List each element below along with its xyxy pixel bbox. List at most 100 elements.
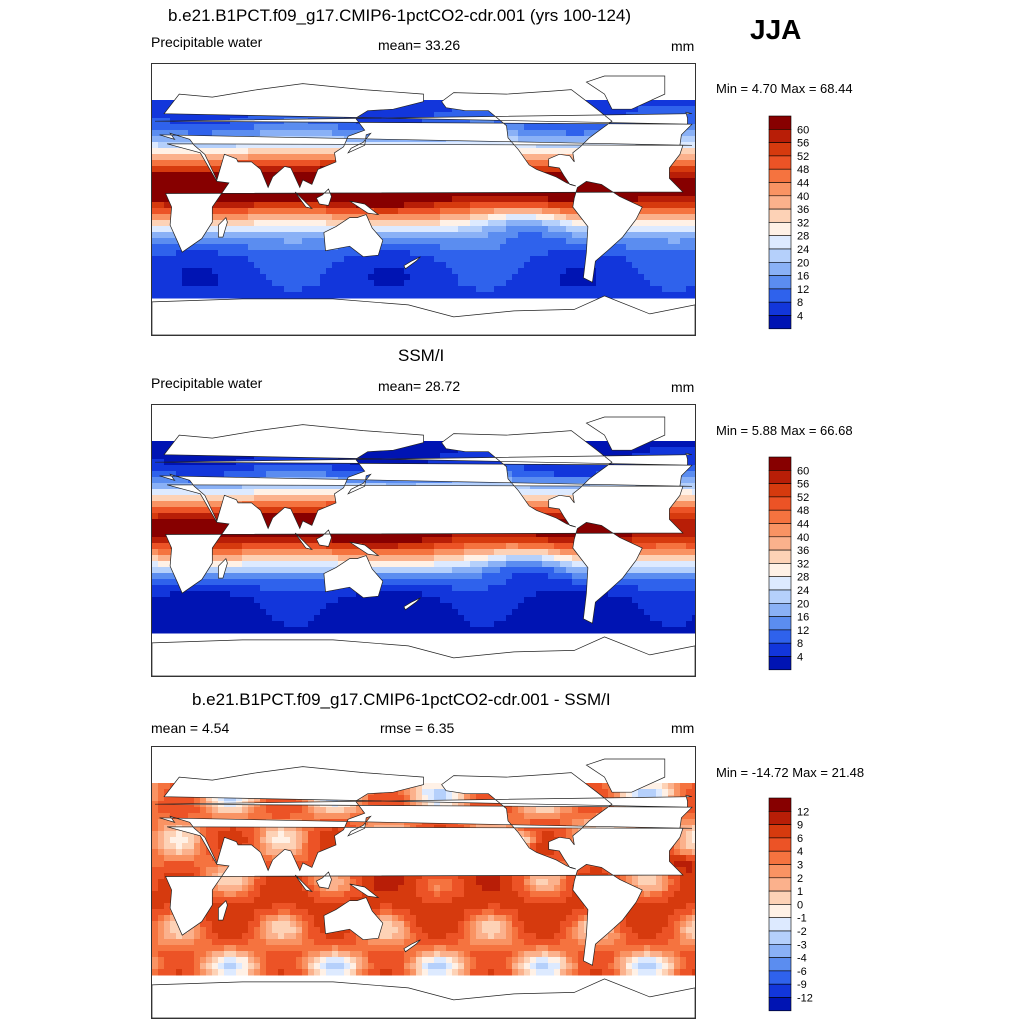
colorbar-label: 36 [797, 204, 809, 216]
colorbar-label: 12 [797, 284, 809, 296]
colorbar-label: 2 [797, 873, 803, 885]
colorbar-label: 32 [797, 558, 809, 570]
panel-1-title: b.e21.B1PCT.f09_g17.CMIP6-1pctCO2-cdr.00… [168, 6, 632, 25]
colorbar-box [768, 944, 792, 958]
colorbar-label: 32 [797, 217, 809, 229]
colorbar-label: 1 [797, 886, 803, 898]
colorbar-label: -6 [797, 966, 807, 978]
colorbar-box [768, 563, 792, 578]
field-shading [152, 441, 695, 634]
coastlines [152, 75, 695, 335]
colorbar-box [768, 603, 792, 617]
colorbar-label: 44 [797, 178, 809, 190]
colorbar-label: -9 [797, 979, 807, 991]
colorbar-box [768, 275, 792, 290]
colorbar-box [768, 115, 792, 130]
colorbar-box [768, 837, 792, 852]
colorbar-box [768, 642, 792, 657]
panel-2-title: SSM/I [398, 346, 445, 365]
colorbar-box [768, 142, 792, 157]
colorbar-box [768, 811, 792, 825]
colorbar-label: 4 [797, 652, 803, 664]
colorbar-box [768, 864, 792, 879]
colorbar-box [768, 957, 792, 972]
colorbar-box [768, 536, 792, 551]
colorbar-label: 56 [797, 479, 809, 491]
panel-1-variable: Precipitable water [151, 34, 263, 50]
field-shading [152, 783, 695, 976]
colorbar-label: 52 [797, 492, 809, 504]
colorbar-box [768, 523, 792, 538]
colorbar-box [768, 797, 792, 812]
colorbar-box [768, 629, 792, 644]
colorbar-box [768, 904, 792, 919]
colorbar-box [768, 262, 792, 276]
panel-3-rmse: rmse = 6.35 [380, 720, 455, 736]
colorbar-label: 16 [797, 612, 809, 624]
colorbar-box [768, 208, 792, 223]
colorbar-box [768, 997, 792, 1012]
field-shading [152, 100, 695, 299]
panel-3-mean: mean = 4.54 [151, 720, 230, 736]
colorbar-label: -4 [797, 953, 807, 965]
colorbar-box [768, 155, 792, 170]
colorbar-box [768, 549, 792, 564]
panel-3-minmax: Min = -14.72 Max = 21.48 [716, 765, 865, 780]
coastlines [152, 758, 695, 1018]
colorbar-label: 12 [797, 625, 809, 637]
panel-1-minmax: Min = 4.70 Max = 68.44 [716, 81, 853, 96]
panel-2-mean: mean= 28.72 [378, 378, 461, 394]
panel-2-map [151, 404, 696, 677]
coastlines [152, 416, 695, 676]
colorbar-label: 28 [797, 231, 809, 243]
colorbar-label: 12 [797, 806, 809, 818]
season-label: JJA [750, 14, 802, 45]
colorbar-box [768, 589, 792, 604]
colorbar-label: 8 [797, 638, 803, 650]
colorbar-label: 4 [797, 846, 803, 858]
panel-3-title: b.e21.B1PCT.f09_g17.CMIP6-1pctCO2-cdr.00… [192, 690, 611, 709]
colorbar-label: 40 [797, 191, 809, 203]
colorbar-box [768, 616, 792, 631]
colorbar-label: 9 [797, 820, 803, 832]
colorbar-box [768, 288, 792, 303]
colorbar-label: -3 [797, 939, 807, 951]
panel-2-variable: Precipitable water [151, 375, 263, 391]
colorbar-box [768, 129, 792, 143]
colorbar-box [768, 850, 792, 865]
panel-3-colorbar: 12 9 6 4 3 2 1 0 -1 -2 -3 -4 -6 -9 -12 [768, 797, 839, 1012]
colorbar-box [768, 456, 792, 471]
colorbar-box [768, 195, 792, 210]
colorbar-label: 48 [797, 505, 809, 517]
colorbar-box [768, 496, 792, 511]
panel-3-map [151, 746, 696, 1019]
colorbar-label: 60 [797, 465, 809, 477]
colorbar-label: 8 [797, 297, 803, 309]
panel-2-minmax: Min = 5.88 Max = 66.68 [716, 423, 853, 438]
colorbar-label: 24 [797, 585, 809, 597]
colorbar-box [768, 301, 792, 316]
colorbar-label: 36 [797, 545, 809, 557]
colorbar-box [768, 235, 792, 250]
panel-1-colorbar: 60 56 52 48 44 40 36 32 28 24 20 16 12 8 4 [768, 115, 839, 330]
colorbar-label: 40 [797, 532, 809, 544]
colorbar-label: 44 [797, 519, 809, 531]
colorbar-label: 48 [797, 164, 809, 176]
panel-1-units: mm [671, 38, 695, 54]
colorbar-label: 28 [797, 572, 809, 584]
colorbar-label: 4 [797, 311, 803, 323]
colorbar-box [768, 168, 792, 183]
colorbar-label: -1 [797, 913, 807, 925]
colorbar-box [768, 576, 792, 591]
colorbar-box [768, 890, 792, 905]
colorbar-box [768, 970, 792, 985]
panel-1-map [151, 63, 696, 336]
colorbar-box [768, 248, 792, 263]
colorbar-box [768, 983, 792, 998]
colorbar-box [768, 315, 792, 330]
panel-1-mean: mean= 33.26 [378, 37, 461, 53]
panel-2-colorbar: 60 56 52 48 44 40 36 32 28 24 20 16 12 8 4 [768, 456, 839, 671]
colorbar-label: 56 [797, 138, 809, 150]
colorbar-box [768, 470, 792, 484]
colorbar-label: -2 [797, 926, 807, 938]
